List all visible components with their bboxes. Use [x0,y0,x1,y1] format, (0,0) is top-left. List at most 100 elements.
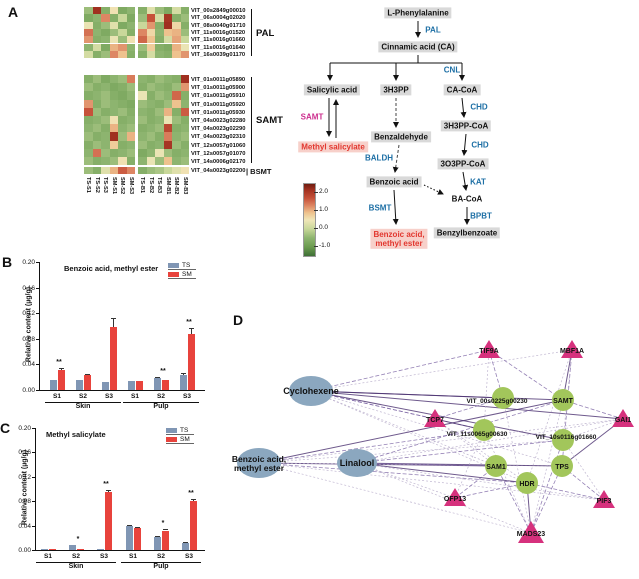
legend: TS SM [166,426,194,444]
network-edge [562,439,605,501]
chart-title: Methyl salicylate [46,430,106,439]
bar-sm [187,333,195,390]
group-underline [36,562,116,563]
heatmap-cell [118,132,127,141]
heatmap-cell [172,75,181,84]
heatmap-cell [180,107,189,116]
heatmap-cell [138,124,147,133]
network-node-tps [551,455,573,477]
pathway-node-3o3pp-coa: 3O3PP-CoA [437,158,489,170]
bar-sm [57,370,65,390]
heatmap-cell [118,107,127,116]
group-label: Skin [75,403,91,410]
heatmap-cell [101,14,110,22]
heatmap-cell [126,99,135,108]
x-tick-label: S3 [183,393,191,400]
heatmap-cell [138,91,147,100]
heatmap-cell [118,28,127,37]
heatmap-cell [146,157,155,166]
network-node-sam1 [485,455,507,477]
bar-ts [153,377,161,390]
heatmap-cell [109,91,118,100]
y-tick-mark [32,550,35,551]
y-tick-label: 0.08 [18,498,31,506]
y-tick-mark [36,262,39,263]
heatmap-cell [109,157,118,166]
legend-label: TS [182,261,191,269]
heatmap-cell [146,28,155,37]
heatmap-cell [155,116,164,125]
heatmap-cell [155,124,164,133]
x-tick-label: S2 [157,393,165,400]
heatmap-cell [126,21,135,29]
bar-sm [83,375,91,390]
heatmap-cell [101,132,110,141]
heatmap-cell [180,21,189,29]
heatmap-cell [118,7,127,15]
heatmap-cell [84,28,93,37]
heatmap-cell [101,75,110,84]
colorbar-tick-label: 0.0 [319,224,329,231]
colorbar-tick-label: -1.0 [319,242,331,249]
network-node-g230 [492,387,514,409]
heatmap-cell [163,167,172,174]
pathway-node-ba-coa: BA-CoA [451,194,483,204]
network-edge [356,439,564,464]
heatmap-cell [172,43,181,51]
error-bar [193,498,194,502]
heatmap-cell [138,148,147,157]
heatmap-cell [101,50,110,59]
enzyme-label-baldh: BALDH [365,153,393,163]
heatmap-cell [163,43,172,51]
network-edge [454,482,528,499]
heatmap-cell [109,36,118,44]
heatmap-cell [172,83,181,92]
heatmap-cell [118,99,127,108]
gene-label: VIT_06s0004g02020 [191,15,246,22]
legend-label: TS [180,426,189,434]
heatmap-cell [92,7,101,15]
heatmap-cell [109,167,118,174]
network-edge [530,465,563,534]
legend-swatch-sm [168,271,179,277]
heatmap-cell [180,50,189,59]
y-tick-mark [36,287,39,289]
heatmap-cell [109,21,118,29]
heatmap-cell [92,157,101,166]
heatmap-cell [180,28,189,37]
pathway-node-cinnamic-acid: Cinnamic acid (CA) [378,41,458,53]
heatmap-cell [84,167,93,174]
heatmap-cell [138,28,147,37]
heatmap-cell [126,124,135,133]
y-tick-mark [36,313,39,315]
legend: TS SM [168,261,196,279]
bar-ts [179,375,187,390]
heatmap-cell [172,21,181,29]
enzyme-label-bsmt: BSMT [368,203,392,213]
network-node-hdr [516,472,538,494]
bar-ts [125,526,133,550]
heatmap-cell [126,116,135,125]
heatmap-cell [163,50,172,59]
heatmap-cell [109,7,118,15]
heatmap-cell [146,99,155,108]
network-node-label-sam1: SAM1 [486,464,506,471]
heatmap-cell [163,107,172,116]
network-edge [356,462,497,467]
heatmap-cell [109,132,118,141]
heatmap-cell [172,50,181,59]
heatmap-cell [92,75,101,84]
heatmap-cell [92,14,101,22]
legend-label: SM [182,270,192,278]
error-bar-cap [135,526,140,528]
group-underline [123,402,199,403]
heatmap-cell [180,148,189,157]
significance-marker: ** [103,480,109,488]
heatmap-cell [155,91,164,100]
chart-title: Benzoic acid, methyl ester [64,264,159,273]
network-edge [310,349,573,392]
heatmap-cell [155,36,164,44]
colorbar-tick-mark [314,228,318,229]
heatmap-cell [126,14,135,22]
gene-label: VIT_04s0023g02280 [191,118,246,124]
